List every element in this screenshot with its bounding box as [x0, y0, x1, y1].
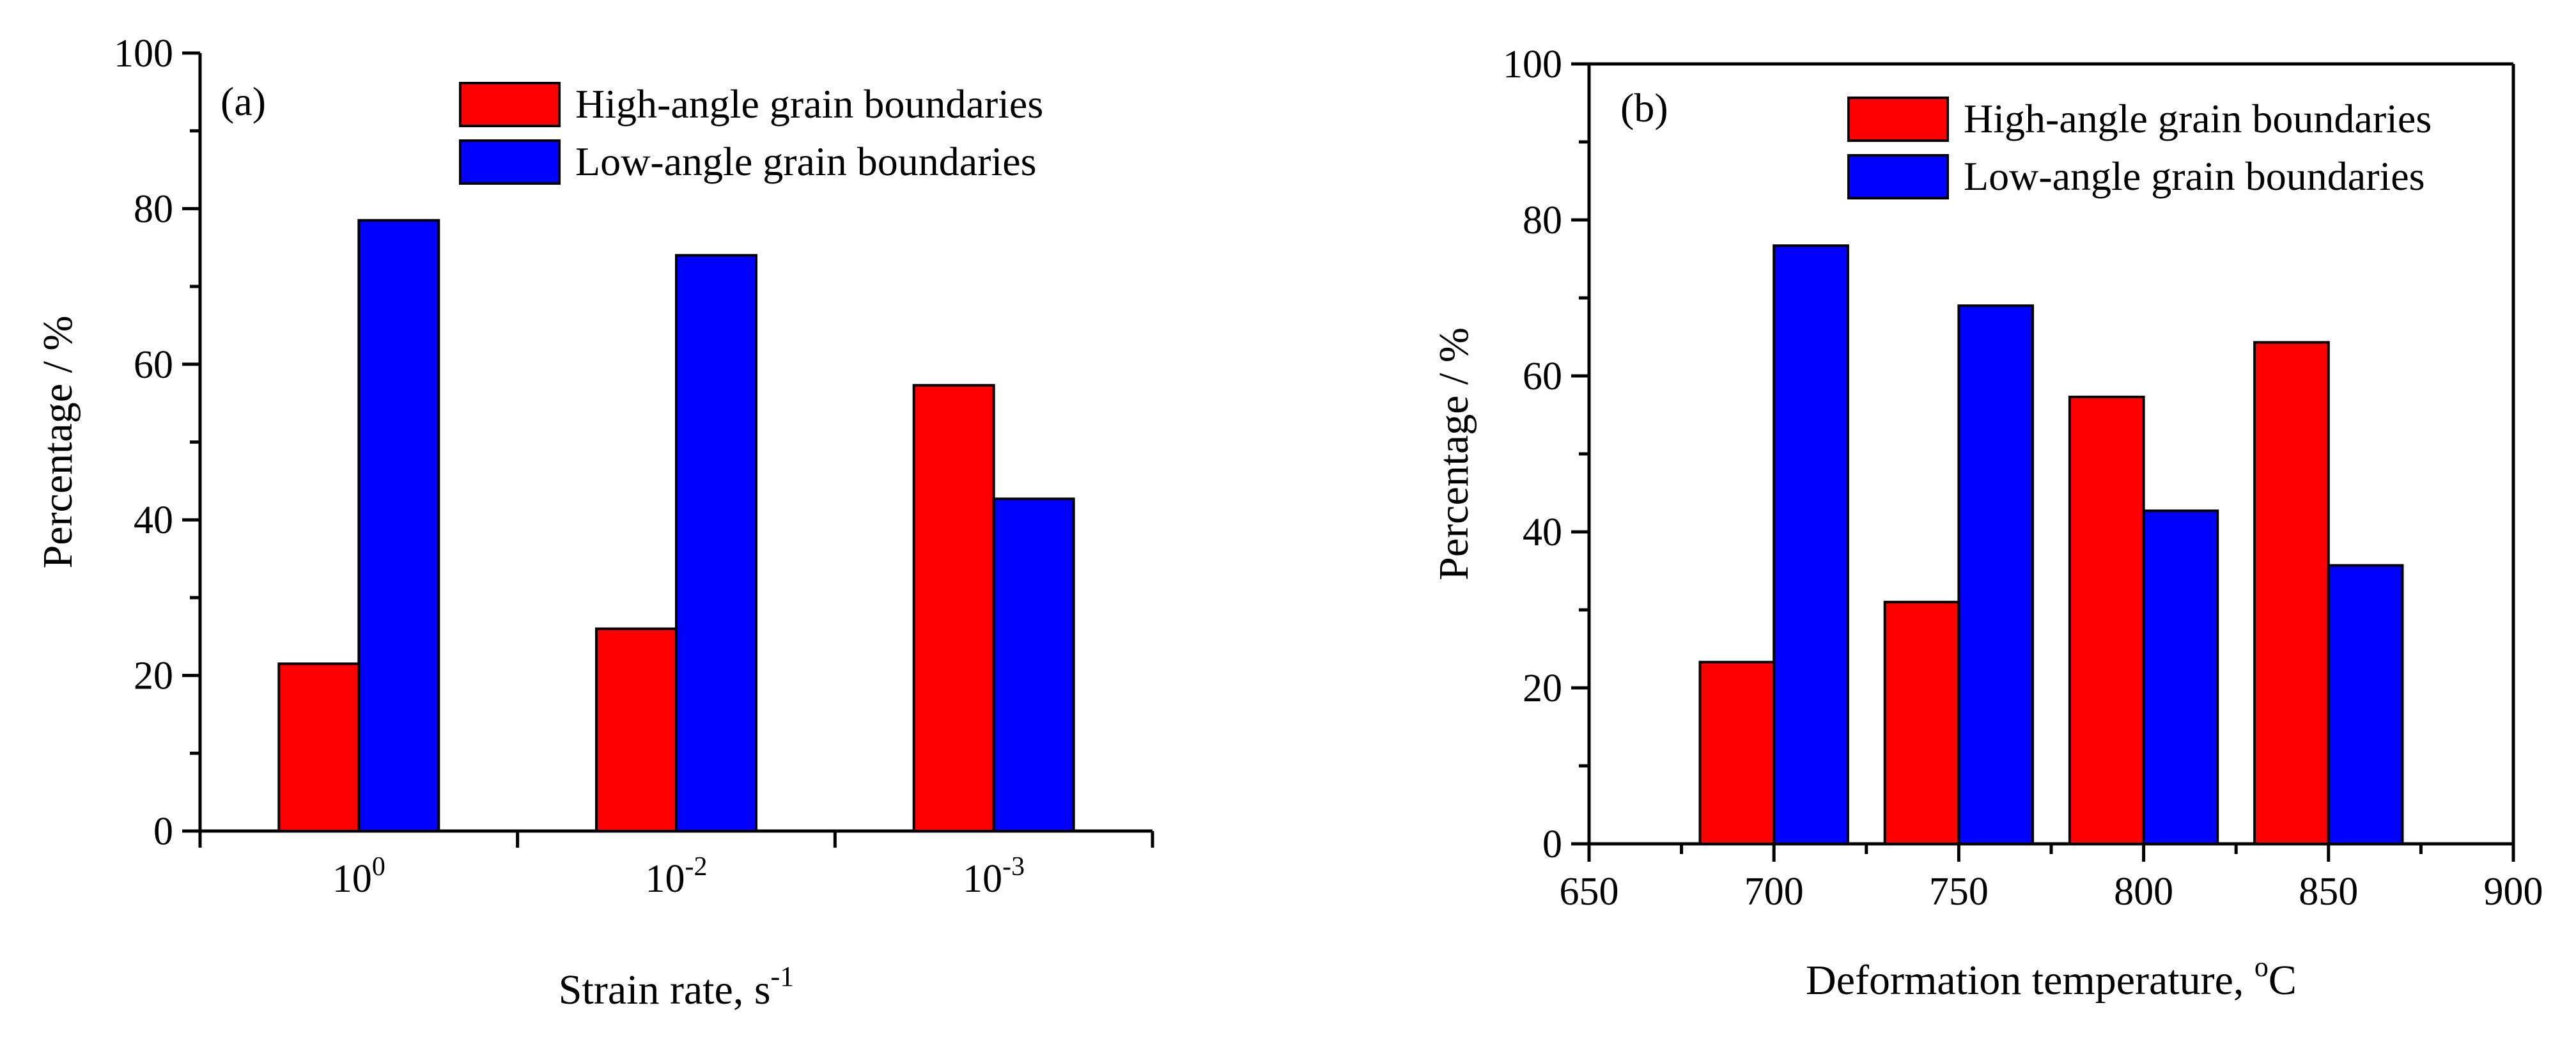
- bar-low-angle: [2327, 564, 2404, 846]
- legend-label: High-angle grain boundaries: [1964, 96, 2432, 141]
- bar-high-angle: [912, 384, 995, 832]
- x-axis-title: Deformation temperature, oC: [1806, 951, 2297, 1004]
- y-tick-label: 20: [134, 655, 173, 698]
- x-tick-exponent: 0: [372, 852, 385, 882]
- bar-high-angle: [1698, 660, 1776, 845]
- y-tick-label: 80: [1523, 199, 1562, 242]
- bar-high-angle: [595, 627, 678, 833]
- y-tick-label: 100: [114, 32, 173, 75]
- x-tick-label: 650: [1560, 870, 1619, 914]
- y-tick-label: 0: [153, 810, 173, 853]
- x-tick-label: 850: [2299, 870, 2358, 914]
- x-tick-label: 10-2: [646, 852, 708, 901]
- bar-low-angle: [992, 497, 1075, 832]
- y-tick-label: 0: [1542, 823, 1562, 866]
- y-tick-label: 60: [1523, 355, 1562, 398]
- x-axis-title-main: Strain rate, s: [559, 967, 771, 1013]
- x-tick-base: 10: [963, 857, 1002, 901]
- y-axis-title: Percentage / %: [1431, 327, 1477, 580]
- bar-low-angle: [1773, 244, 1849, 845]
- legend-label: High-angle grain boundaries: [575, 81, 1043, 127]
- x-tick-label: 750: [1929, 870, 1989, 914]
- panel-label: (a): [221, 79, 266, 124]
- chart-b: 0 20 40 60 80 100 Percentage / % 650 700 750 800 85…: [1431, 43, 2543, 1004]
- x-tick-label: 10-3: [963, 852, 1025, 901]
- bar-low-angle: [675, 254, 757, 833]
- legend-swatch: [459, 82, 561, 127]
- x-tick-label: 900: [2484, 870, 2543, 914]
- x-tick-label: 100: [332, 852, 385, 901]
- y-tick-label: 100: [1503, 43, 1562, 86]
- bar-low-angle: [2142, 509, 2219, 845]
- x-tick-label: 800: [2114, 870, 2173, 914]
- y-axis-title: Percentage / %: [35, 316, 81, 569]
- x-axis-title-main: Deformation temperature,: [1806, 957, 2254, 1004]
- bar-high-angle: [1883, 600, 1960, 845]
- bar-low-angle: [357, 219, 440, 832]
- legend-label: Low-angle grain boundaries: [1964, 153, 2425, 199]
- y-tick-label: 40: [1523, 511, 1562, 554]
- legend-label: Low-angle grain boundaries: [575, 139, 1037, 184]
- legend-swatch: [1847, 154, 1949, 199]
- x-axis-title: Strain rate, s-1: [559, 961, 794, 1013]
- legend-swatch: [1847, 97, 1949, 142]
- x-tick-base: 10: [332, 857, 372, 901]
- x-tick-exponent: -2: [685, 852, 708, 882]
- y-tick-label: 60: [134, 343, 173, 387]
- y-tick-label: 80: [134, 187, 173, 231]
- y-tick-label: 20: [1523, 667, 1562, 710]
- bar-low-angle: [1957, 304, 2035, 845]
- bar-high-angle: [2068, 395, 2145, 845]
- x-tick-label: 700: [1744, 870, 1804, 914]
- x-axis-title-superscript: -1: [771, 961, 795, 992]
- legend-swatch: [459, 139, 561, 185]
- x-axis-title-suffix: C: [2269, 957, 2297, 1004]
- y-tick-label: 40: [134, 499, 173, 542]
- x-tick-base: 10: [646, 857, 685, 901]
- bar-high-angle: [277, 662, 361, 832]
- x-tick-exponent: -3: [1002, 852, 1025, 882]
- x-axis-title-superscript: o: [2254, 951, 2269, 983]
- panel-label: (b): [1620, 85, 1668, 130]
- bar-high-angle: [2253, 341, 2330, 845]
